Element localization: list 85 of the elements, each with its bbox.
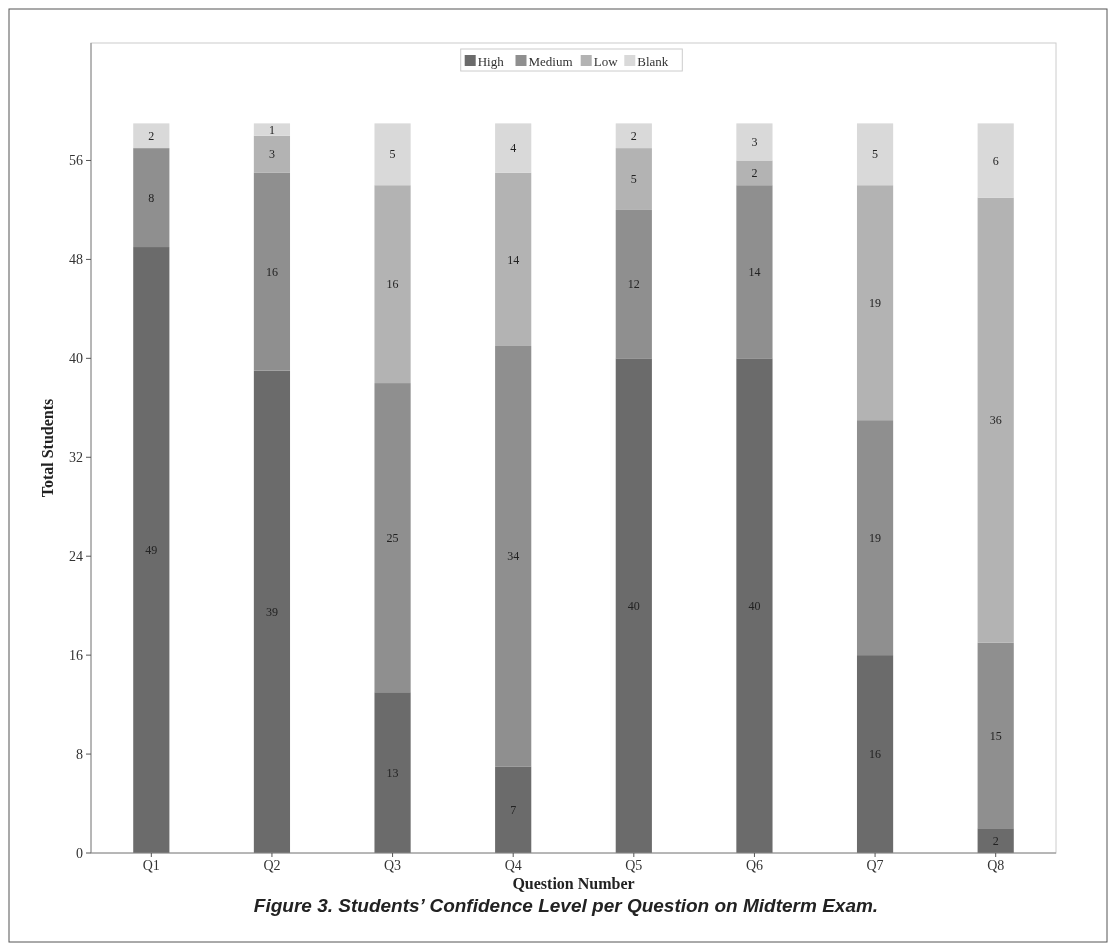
data-label: 2 (630, 128, 637, 143)
data-label: 12 (627, 277, 640, 292)
legend-label: High (477, 53, 505, 69)
data-label: 39 (265, 605, 278, 620)
bar (495, 345, 532, 767)
data-label: 16 (869, 747, 882, 762)
data-label: 3 (751, 135, 758, 150)
data-label: 16 (265, 264, 278, 279)
data-label: 49 (145, 543, 158, 558)
bar (495, 123, 532, 173)
bar (133, 123, 170, 149)
bar (856, 123, 894, 186)
bar (374, 692, 411, 853)
y-tick-label: 56 (69, 153, 83, 169)
data-label: 40 (627, 598, 640, 613)
x-tick-label: Q6 (745, 858, 763, 873)
bar (253, 172, 291, 371)
y-tick-label: 48 (69, 252, 83, 268)
data-label: 1 (268, 122, 275, 137)
y-axis-title: Total Students (39, 398, 56, 498)
bar (856, 185, 894, 421)
bar (374, 383, 411, 693)
caption: Figure 3. Students’ Confidence Level per Question on Midterm Exam. (253, 895, 879, 916)
bar (253, 135, 291, 173)
data-label: 19 (869, 530, 882, 545)
bar (977, 828, 1014, 853)
data-label: 2 (751, 166, 758, 181)
bar (253, 123, 291, 136)
bar (615, 209, 652, 359)
y-tick-label: 40 (69, 351, 83, 367)
bar (856, 420, 894, 656)
data-label: 2 (992, 833, 999, 848)
data-label: 34 (507, 549, 520, 564)
legend-label: Low (593, 53, 619, 69)
bar (736, 358, 773, 853)
bar (253, 370, 291, 853)
bar (615, 148, 652, 210)
data-label: 5 (630, 172, 637, 187)
x-tick-label: Q4 (504, 858, 522, 873)
data-label: 15 (989, 728, 1002, 743)
bar (736, 123, 773, 161)
data-label: 16 (386, 277, 399, 292)
bar (615, 358, 652, 853)
x-tick-label: Q3 (384, 858, 402, 873)
bar (495, 172, 532, 346)
y-tick-label: 0 (76, 845, 83, 861)
bar (615, 123, 652, 149)
bar (736, 160, 773, 186)
x-tick-label: Q8 (987, 858, 1005, 873)
bar (736, 185, 773, 359)
data-label: 5 (872, 147, 879, 162)
y-tick-label: 24 (69, 549, 83, 565)
x-tick-label: Q2 (263, 858, 281, 873)
legend-label: Medium (528, 53, 573, 69)
legend-label: Blank (637, 53, 669, 69)
data-label: 14 (748, 264, 761, 279)
data-label: 13 (386, 765, 399, 780)
x-tick-label: Q5 (625, 858, 643, 873)
x-axis-title: Question Number (512, 875, 635, 892)
data-label: 5 (389, 147, 396, 162)
bar (374, 123, 411, 186)
bar (133, 247, 170, 853)
data-label: 7 (510, 802, 517, 817)
bar (133, 148, 170, 248)
y-tick-label: 32 (69, 450, 83, 466)
data-label: 40 (748, 598, 761, 613)
data-label: 6 (992, 153, 999, 168)
data-label: 19 (869, 295, 882, 310)
data-label: 2 (148, 128, 155, 143)
bar (977, 197, 1014, 643)
y-tick-label: 8 (76, 746, 83, 762)
x-tick-label: Q7 (866, 858, 884, 873)
data-label: 8 (148, 190, 155, 205)
bar (856, 655, 894, 853)
y-tick-label: 16 (69, 648, 83, 664)
data-label: 25 (386, 530, 399, 545)
data-label: 4 (510, 141, 517, 156)
data-label: 36 (989, 413, 1002, 428)
bar (977, 123, 1014, 198)
x-tick-label: Q1 (142, 858, 160, 873)
bar (495, 766, 532, 853)
bar (374, 185, 411, 384)
data-label: 14 (507, 252, 520, 267)
bar (977, 642, 1014, 829)
data-label: 3 (268, 147, 275, 162)
